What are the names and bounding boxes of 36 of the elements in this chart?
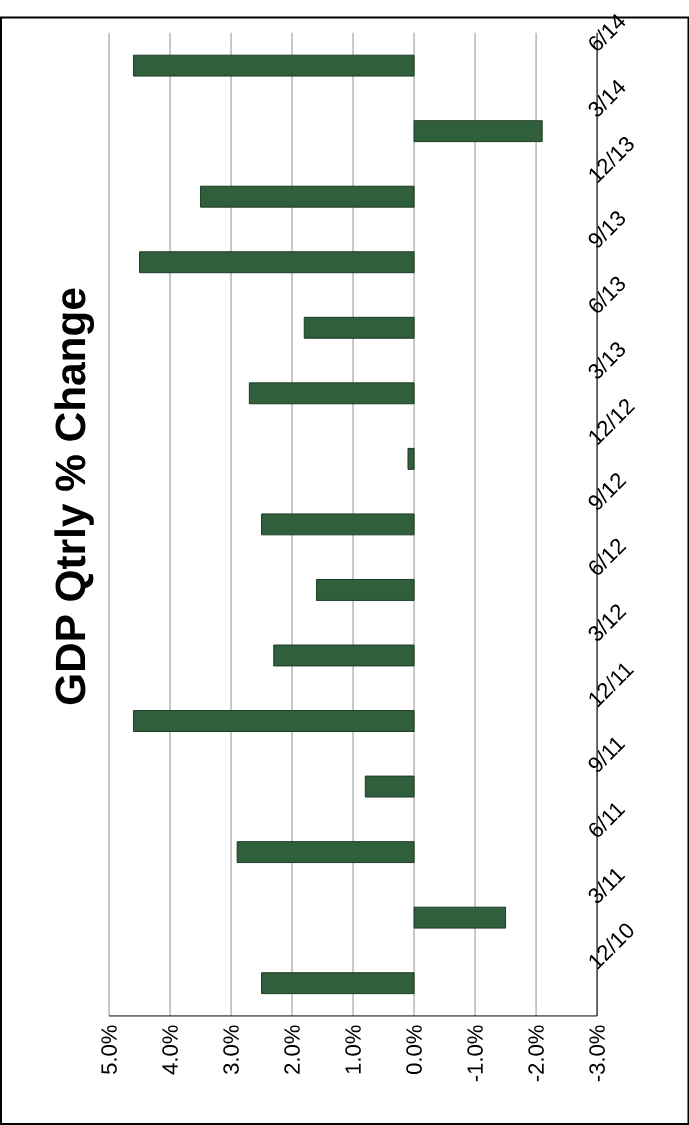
x-tick-label: 3.0% [223,1025,239,1075]
bar [138,251,415,274]
text: GDP Qtrly % Change [54,288,94,705]
bar [407,447,415,470]
bar [413,120,543,143]
y-tick-label: 6/12 [589,538,627,575]
y-tick-label: 6/13 [589,276,625,313]
bar [315,578,415,601]
bar [260,513,415,536]
y-tick-label: 3/13 [588,342,625,379]
bar [199,185,415,208]
y-tick-label: 9/11 [588,737,626,772]
y-tick-label: 3/12 [588,604,627,641]
bar [132,710,415,732]
bar [413,906,506,929]
bar [303,316,415,339]
x-tick-label: 0.0% [406,1025,422,1075]
x-tick-label: 4.0% [162,1025,178,1075]
x-tick-label: 2.0% [284,1025,300,1074]
y-tick-label: 3/11 [588,868,626,903]
x-tick-label: 5.0% [101,1025,117,1074]
x-tick-label: -2.0% [528,1025,544,1082]
y-tick-label: 9/13 [588,211,625,248]
y-tick-label: 6/11 [589,803,626,837]
y-tick-label: 6/14 [589,14,626,51]
bar [273,644,415,667]
x-tick-label: -1.0% [467,1025,483,1082]
bar [364,775,415,798]
y-tick-label: 3/14 [588,79,626,117]
bar [248,382,415,405]
bar [236,841,415,864]
bar [260,972,415,995]
bar [132,54,415,77]
y-tick-label: 9/12 [588,473,627,510]
x-tick-label: 1.0% [345,1025,361,1074]
x-tick-label: -3.0% [589,1025,605,1082]
